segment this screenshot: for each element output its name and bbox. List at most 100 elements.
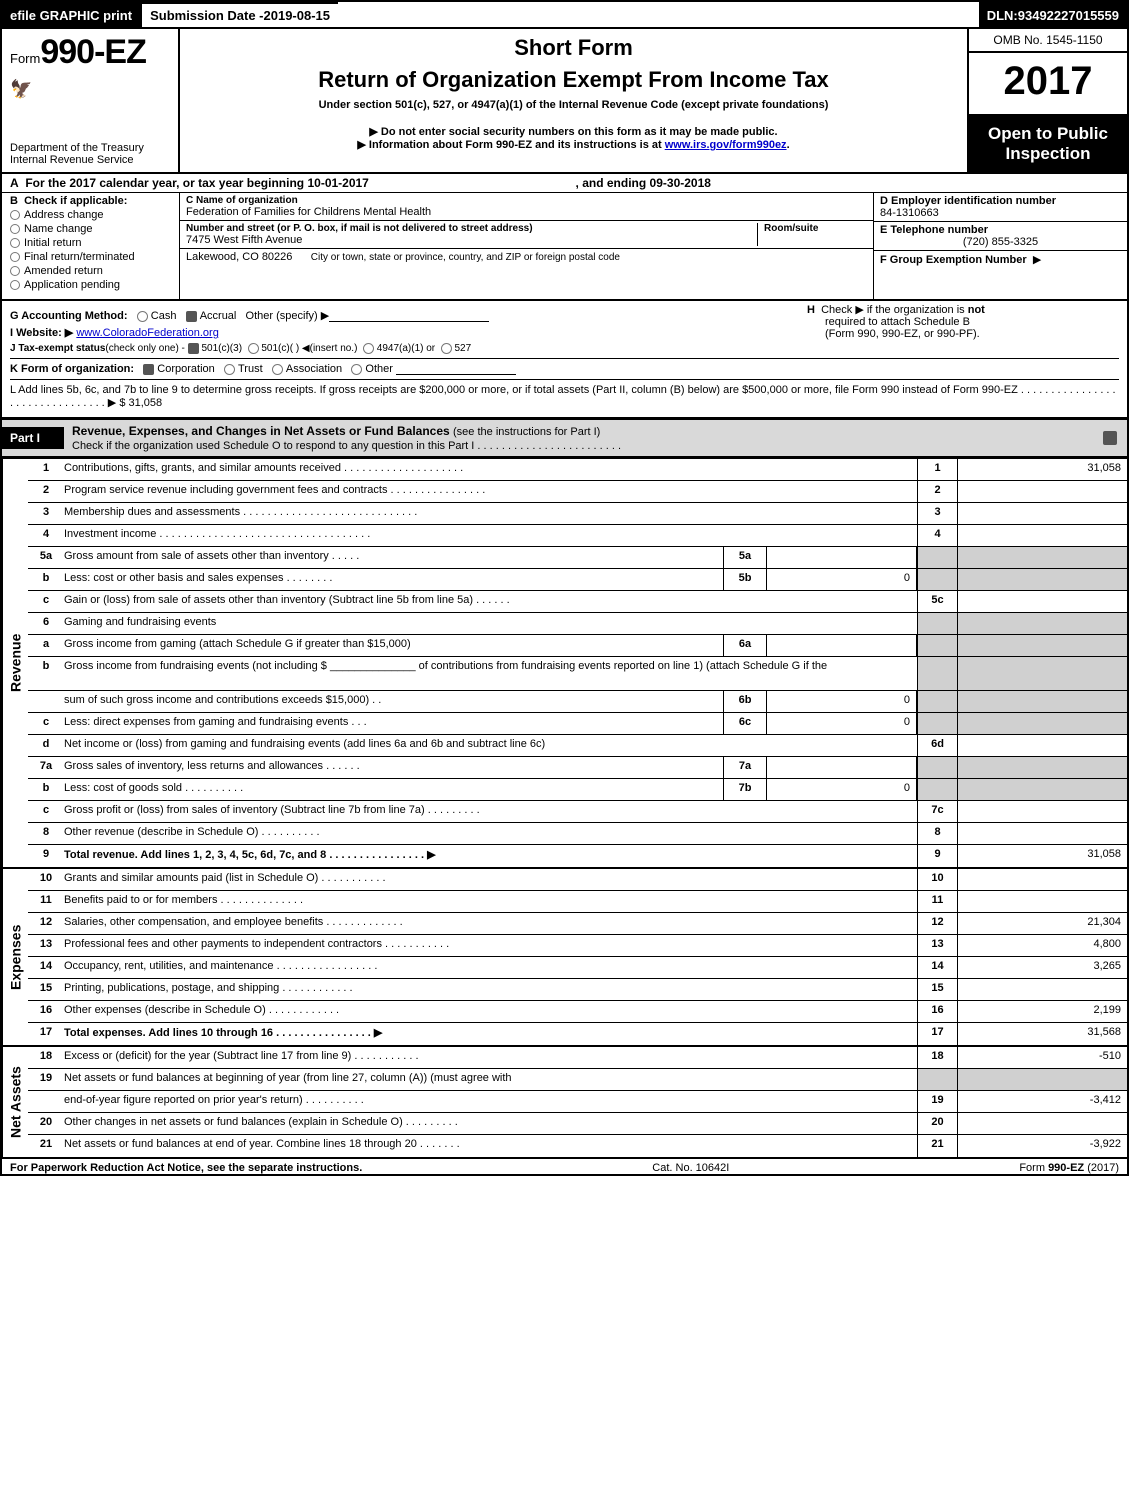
c-addr: 7475 West Fifth Avenue	[186, 234, 757, 246]
l2-num: 2	[917, 481, 957, 502]
l5a-sub: 5a	[723, 547, 767, 568]
l7c-desc: Gross profit or (loss) from sales of inv…	[64, 801, 917, 822]
l5c-val	[957, 591, 1127, 612]
form-header: Form990-EZ 🦅 Department of the Treasury …	[2, 29, 1127, 174]
g-label: G Accounting Method:	[10, 310, 128, 322]
c-city: Lakewood, CO 80226	[186, 251, 292, 263]
g-cash-radio[interactable]	[137, 311, 148, 322]
l15-no: 15	[28, 979, 64, 1000]
j-501c-radio[interactable]	[248, 343, 259, 354]
g-other: Other (specify) ▶	[246, 310, 330, 322]
j-label: J Tax-exempt status	[10, 343, 105, 354]
h-text1: Check ▶ if the organization is	[821, 304, 965, 316]
header-middle: Short Form Return of Organization Exempt…	[180, 29, 967, 172]
footer-mid: Cat. No. 10642I	[652, 1162, 729, 1174]
l16-num: 16	[917, 1001, 957, 1022]
l6a-val-shade	[957, 635, 1127, 656]
l2-no: 2	[28, 481, 64, 502]
chk-name-change[interactable]	[10, 224, 20, 234]
e-label: E Telephone number	[880, 224, 1121, 236]
l3-num: 3	[917, 503, 957, 524]
l2-desc: Program service revenue including govern…	[64, 481, 917, 502]
dept-line2: Internal Revenue Service	[10, 154, 172, 166]
j-opt3: 527	[454, 343, 471, 354]
l17-desc: Total expenses. Add lines 10 through 16 …	[64, 1023, 917, 1045]
k-other-blank[interactable]	[396, 374, 516, 375]
l7b-num-shade	[917, 779, 957, 800]
l5a-val-shade	[957, 547, 1127, 568]
l5b-desc: Less: cost or other basis and sales expe…	[64, 569, 723, 590]
l17-val: 31,568	[957, 1023, 1127, 1045]
g-other-blank[interactable]	[329, 321, 489, 322]
l12-no: 12	[28, 913, 64, 934]
g-accrual: Accrual	[200, 310, 237, 322]
c-org-name: Federation of Families for Childrens Men…	[186, 206, 867, 218]
chk-amended-return[interactable]	[10, 266, 20, 276]
k-other-radio[interactable]	[351, 364, 362, 375]
g-accrual-radio[interactable]	[186, 311, 197, 322]
line-a-begin: 10-01-2017	[307, 176, 368, 190]
k-trust-radio[interactable]	[224, 364, 235, 375]
l11-no: 11	[28, 891, 64, 912]
l7b-val-shade	[957, 779, 1127, 800]
l20-num: 20	[917, 1113, 957, 1134]
c-room-label: Room/suite	[764, 223, 867, 234]
l19-val-shade	[957, 1069, 1127, 1090]
chk-final-return[interactable]	[10, 252, 20, 262]
b-label: Check if applicable:	[24, 195, 127, 207]
b-item-3: Final return/terminated	[24, 251, 135, 263]
g-cash: Cash	[151, 310, 177, 322]
l8-desc: Other revenue (describe in Schedule O) .…	[64, 823, 917, 844]
l6b-no: b	[28, 657, 64, 690]
j-501c3-radio[interactable]	[188, 343, 199, 354]
l19b-val: -3,412	[957, 1091, 1127, 1112]
chk-address-change[interactable]	[10, 210, 20, 220]
l5c-num: 5c	[917, 591, 957, 612]
k-assoc-radio[interactable]	[272, 364, 283, 375]
l6b2-val-shade	[957, 691, 1127, 712]
l14-desc: Occupancy, rent, utilities, and maintena…	[64, 957, 917, 978]
l5b-subval: 0	[767, 569, 917, 590]
l12-num: 12	[917, 913, 957, 934]
revenue-table: 1 Contributions, gifts, grants, and simi…	[28, 459, 1127, 867]
part1-title-text: Revenue, Expenses, and Changes in Net As…	[72, 424, 450, 438]
instructions-link[interactable]: www.irs.gov/form990ez	[665, 139, 787, 151]
l14-val: 3,265	[957, 957, 1127, 978]
l5a-no: 5a	[28, 547, 64, 568]
efile-print-button[interactable]: efile GRAPHIC print	[2, 2, 142, 29]
k-opt0: Corporation	[157, 363, 214, 375]
l6a-desc: Gross income from gaming (attach Schedul…	[64, 635, 723, 656]
l7c-val	[957, 801, 1127, 822]
l9-no: 9	[28, 845, 64, 867]
f-label: F Group Exemption Number	[880, 254, 1027, 266]
k-opt1: Trust	[238, 363, 263, 375]
j-527-radio[interactable]	[441, 343, 452, 354]
k-label: K Form of organization:	[10, 363, 134, 375]
l17-no: 17	[28, 1023, 64, 1045]
l13-num: 13	[917, 935, 957, 956]
l7b-sub: 7b	[723, 779, 767, 800]
entity-block: B Check if applicable: Address change Na…	[2, 193, 1127, 301]
l4-val	[957, 525, 1127, 546]
l6a-subval	[767, 635, 917, 656]
part1-schedule-o-checkbox[interactable]	[1103, 431, 1117, 445]
form-title: Return of Organization Exempt From Incom…	[190, 67, 957, 93]
chk-application-pending[interactable]	[10, 280, 20, 290]
l5b-num-shade	[917, 569, 957, 590]
section-def: D Employer identification number 84-1310…	[873, 193, 1127, 299]
j-4947-radio[interactable]	[363, 343, 374, 354]
l11-val	[957, 891, 1127, 912]
l5a-subval	[767, 547, 917, 568]
footer-right: Form 990-EZ (2017)	[1019, 1162, 1119, 1174]
e-phone: (720) 855-3325	[880, 236, 1121, 248]
l19b-num: 19	[917, 1091, 957, 1112]
submission-date-label: Submission Date -	[150, 8, 263, 23]
revenue-section: Revenue 1 Contributions, gifts, grants, …	[2, 457, 1127, 867]
i-website-link[interactable]: www.ColoradoFederation.org	[76, 327, 218, 339]
chk-initial-return[interactable]	[10, 238, 20, 248]
h-text3: (Form 990, 990-EZ, or 990-PF).	[825, 328, 980, 340]
k-corp-radio[interactable]	[143, 364, 154, 375]
dln-label: DLN:	[987, 8, 1018, 23]
header-left: Form990-EZ 🦅 Department of the Treasury …	[2, 29, 180, 172]
l20-no: 20	[28, 1113, 64, 1134]
